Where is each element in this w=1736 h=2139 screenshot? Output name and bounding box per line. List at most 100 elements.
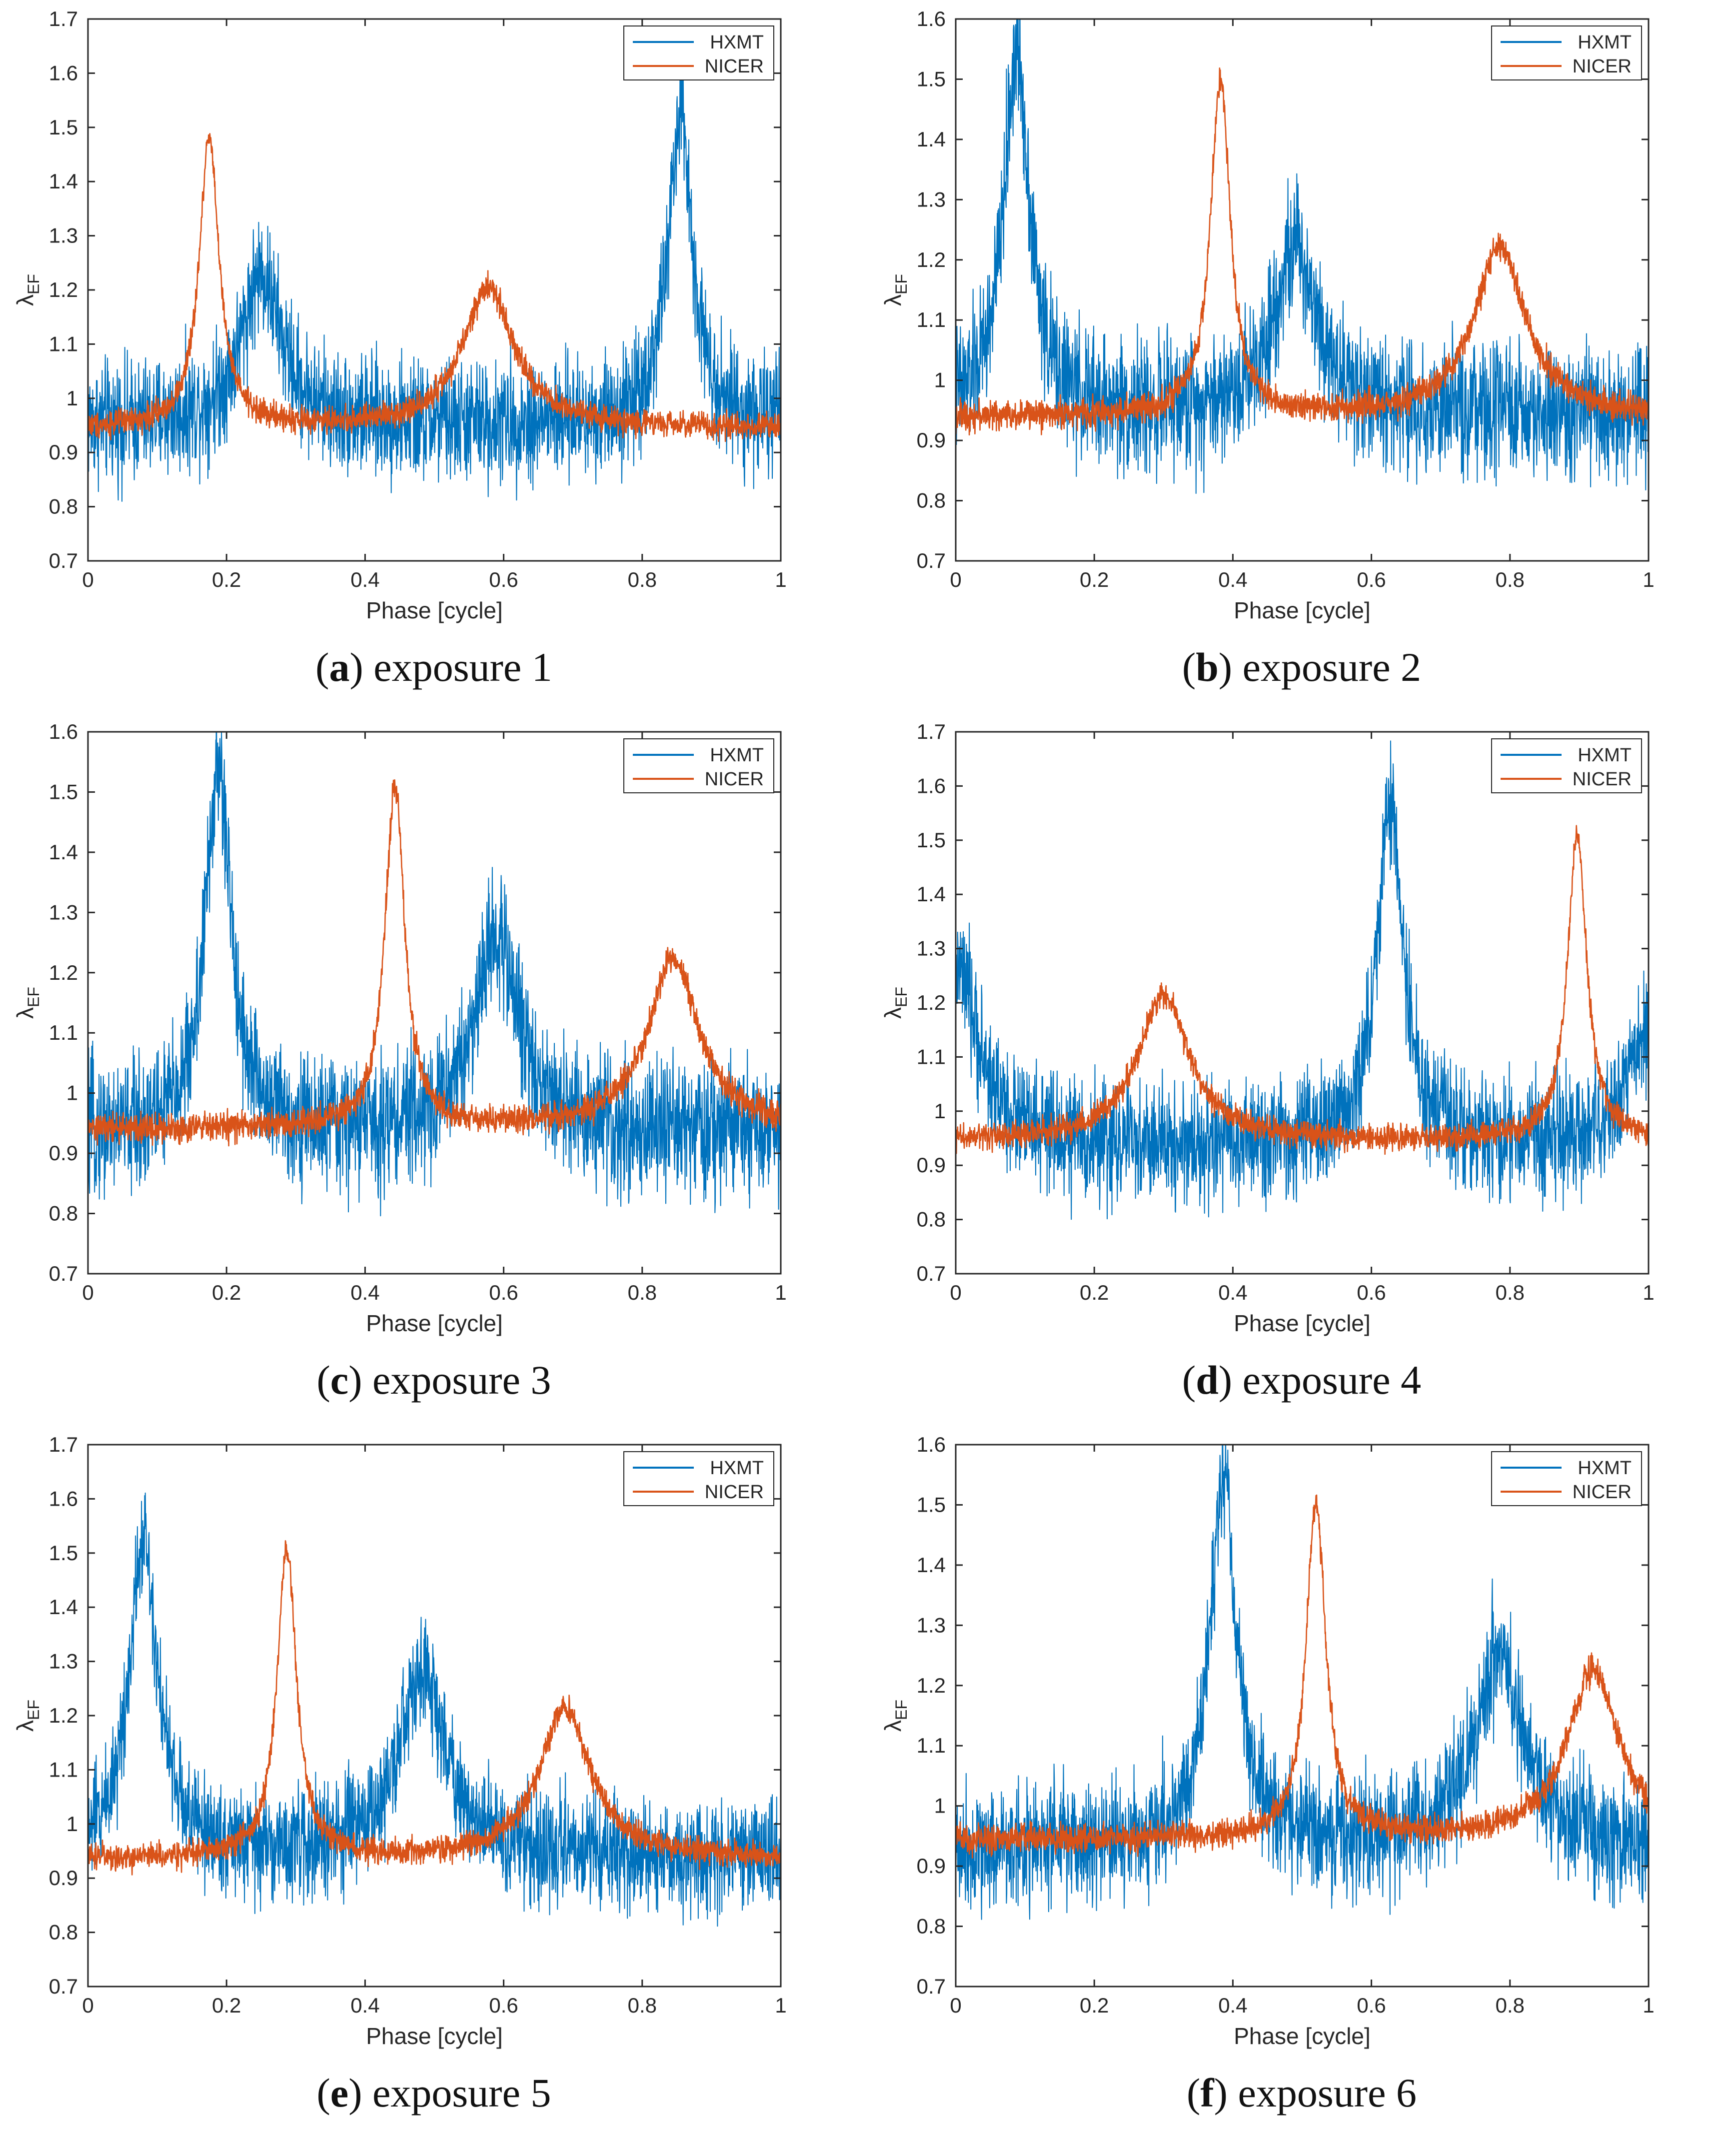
x-tick-label: 0.8 [628, 1281, 657, 1304]
axes-box [87, 731, 782, 1275]
y-tick-label: 1.7 [49, 1433, 78, 1456]
chart-a-svg: 0 0.2 0.4 0.6 0.8 1 0.7 0.8 0.9 1 1.1 1.2 1.3 1.4 1.5 1… [12, 7, 787, 623]
legend-label-hxmt: HXMT [1578, 32, 1632, 53]
caption-f: (f) exposure 6 [1187, 2070, 1417, 2116]
x-tick-label: 0.4 [350, 568, 379, 591]
x-tick-label: 0.2 [212, 1281, 241, 1304]
y-tick-label: 1 [66, 386, 78, 410]
x-tick-label: 0.8 [628, 1994, 657, 2017]
x-tick-label: 0.8 [1496, 568, 1525, 591]
x-tick-label: 0.6 [489, 568, 518, 591]
y-tick-label: 0.9 [917, 428, 946, 452]
caption-f-letter: f [1200, 2070, 1214, 2116]
y-tick-label: 0.8 [917, 1915, 946, 1938]
axes-box [87, 1444, 782, 1988]
x-tick-label: 0.4 [350, 1281, 379, 1304]
axes-box [955, 18, 1650, 562]
x-tick-label: 1 [775, 1281, 786, 1304]
y-tick-label: 1.3 [49, 1650, 78, 1673]
chart-d-svg: 0 0.2 0.4 0.6 0.8 1 0.7 0.8 0.9 1 1.1 1.2 1.3 1.4 1.5 1… [880, 720, 1655, 1336]
legend-label-hxmt: HXMT [710, 745, 764, 766]
y-tick-label: 1.2 [917, 991, 946, 1014]
x-tick-label: 0 [950, 1281, 961, 1304]
y-axis-label: λEF [12, 274, 42, 306]
series-nicer-line [956, 1494, 1649, 1859]
y-tick-label: 0.7 [917, 549, 946, 572]
x-tick-label: 0 [950, 568, 961, 591]
y-tick-label: 1.1 [49, 1021, 78, 1044]
x-tick-label: 0.6 [489, 1994, 518, 2017]
x-tick-label: 0.8 [1496, 1281, 1525, 1304]
y-tick-label: 1 [66, 1081, 78, 1105]
y-tick-label: 0.9 [49, 1141, 78, 1165]
caption-d: (d) exposure 4 [1182, 1357, 1422, 1403]
y-tick-label: 1.2 [49, 1704, 78, 1727]
legend: HXMT NICER [623, 1451, 774, 1506]
x-tick-label: 0.2 [212, 568, 241, 591]
y-tick-label: 1 [934, 1794, 946, 1818]
y-tick-label: 1.6 [917, 7, 946, 30]
y-tick-label: 0.8 [917, 489, 946, 512]
series-nicer-line [88, 779, 781, 1147]
y-tick-label: 1.4 [49, 840, 78, 864]
y-tick-label: 1.5 [917, 67, 946, 90]
chart-b-svg: 0 0.2 0.4 0.6 0.8 1 0.7 0.8 0.9 1 1.1 1.2 1.3 1.4 1.5 1… [880, 7, 1655, 623]
panel-c: 0 0.2 0.4 0.6 0.8 1 0.7 0.8 0.9 1 1.1 1.2 1.3 1.4 1.5 1… [0, 713, 868, 1426]
y-tick-label: 1.5 [49, 780, 78, 803]
chart-f-svg: 0 0.2 0.4 0.6 0.8 1 0.7 0.8 0.9 1 1.1 1.2 1.3 1.4 1.5 1… [880, 1433, 1655, 2049]
y-tick-label: 1.6 [49, 1487, 78, 1510]
x-tick-label: 0.6 [1357, 568, 1386, 591]
y-axis-label: λEF [12, 987, 42, 1019]
caption-b: (b) exposure 2 [1182, 644, 1422, 690]
x-tick-label: 0.8 [628, 568, 657, 591]
y-tick-label: 1.2 [49, 278, 78, 301]
legend: HXMT NICER [623, 25, 774, 80]
y-tick-label: 1.4 [917, 1553, 946, 1577]
legend: HXMT NICER [1491, 25, 1642, 80]
x-tick-label: 0 [82, 1281, 93, 1304]
y-tick-label: 1.4 [917, 127, 946, 151]
x-tick-label: 0 [950, 1994, 961, 2017]
y-axis-label: λEF [880, 274, 910, 306]
y-tick-label: 1.2 [49, 961, 78, 984]
y-tick-label: 1.6 [49, 720, 78, 743]
y-tick-label: 0.8 [49, 1921, 78, 1944]
y-tick-label: 1 [934, 368, 946, 392]
x-tick-label: 0.4 [1218, 1994, 1247, 2017]
panel-e: 0 0.2 0.4 0.6 0.8 1 0.7 0.8 0.9 1 1.1 1.2 1.3 1.4 1.5 1… [0, 1426, 868, 2139]
x-tick-label: 0.2 [1080, 568, 1109, 591]
caption-e-text: exposure 5 [372, 2070, 551, 2116]
y-tick-label: 1.3 [917, 1613, 946, 1637]
caption-a-text: exposure 1 [373, 644, 552, 690]
x-tick-label: 1 [1643, 568, 1654, 591]
y-tick-label: 1.4 [49, 169, 78, 193]
x-tick-label: 0 [82, 568, 93, 591]
y-tick-label: 0.7 [49, 1262, 78, 1285]
x-tick-label: 0.2 [1080, 1994, 1109, 2017]
x-tick-label: 1 [775, 568, 786, 591]
y-tick-label: 0.7 [49, 549, 78, 572]
x-axis-label: Phase [cycle] [366, 597, 503, 623]
x-tick-label: 0.4 [1218, 1281, 1247, 1304]
series-nicer-line [956, 67, 1649, 436]
y-tick-label: 1.3 [49, 900, 78, 924]
legend-label-hxmt: HXMT [710, 1458, 764, 1479]
y-tick-label: 1.1 [917, 1045, 946, 1068]
x-tick-label: 0.6 [489, 1281, 518, 1304]
y-tick-label: 0.7 [49, 1975, 78, 1998]
x-axis-label: Phase [cycle] [1234, 2023, 1371, 2049]
chart-e-svg: 0 0.2 0.4 0.6 0.8 1 0.7 0.8 0.9 1 1.1 1.2 1.3 1.4 1.5 1… [12, 1433, 787, 2049]
y-tick-label: 1.3 [49, 224, 78, 247]
x-tick-label: 1 [1643, 1994, 1654, 2017]
series-hxmt-line [956, 740, 1649, 1220]
y-tick-label: 0.7 [917, 1262, 946, 1285]
caption-c-letter: c [330, 1357, 349, 1403]
y-tick-label: 1.5 [49, 115, 78, 139]
y-tick-label: 1.1 [49, 332, 78, 355]
caption-d-text: exposure 4 [1242, 1357, 1422, 1403]
y-tick-label: 0.9 [917, 1153, 946, 1177]
y-tick-label: 1.3 [917, 187, 946, 211]
x-tick-label: 0.6 [1357, 1281, 1386, 1304]
legend-label-hxmt: HXMT [1578, 745, 1632, 766]
y-tick-label: 1.1 [49, 1758, 78, 1781]
